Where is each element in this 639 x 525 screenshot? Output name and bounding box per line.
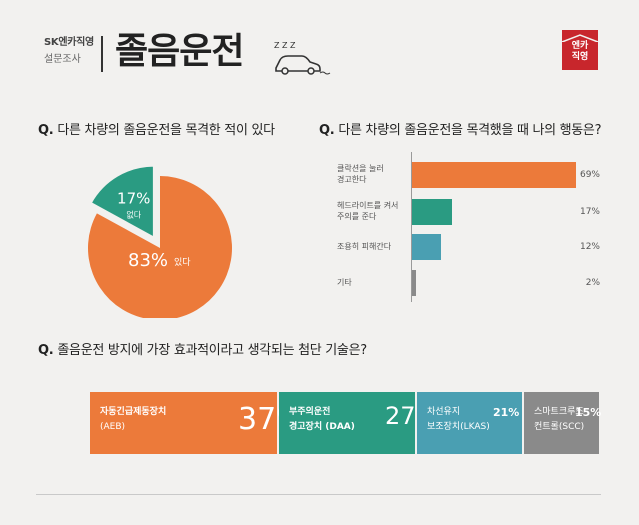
bar-value-label: 2% — [585, 278, 600, 288]
question-3: Q. 졸음운전 방지에 가장 효과적이라고 생각되는 첨단 기술은? — [38, 339, 367, 358]
bar-category-line: 클락션을 눌러 — [337, 164, 384, 173]
bar-category-line: 기타 — [337, 278, 352, 287]
page-title: 졸음운전 — [115, 31, 244, 72]
logo-line1: 엔카 — [571, 41, 589, 51]
pie-value-no: 17% — [117, 190, 150, 208]
bar-value-label: 17% — [579, 207, 600, 217]
bar-value-label: 12% — [579, 242, 600, 252]
zzz-text: Z Z Z — [274, 41, 296, 50]
question-3-prefix: Q. — [38, 343, 54, 358]
stacked-segment-label-line: 컨트롤(SCC) — [534, 422, 585, 432]
bar-category-line: 경고한다 — [337, 175, 367, 184]
pie-value-yes: 83% — [128, 250, 168, 271]
sleeping-car-icon: Z Z Z — [272, 38, 332, 82]
question-1-prefix: Q. — [38, 123, 54, 138]
pie-slice-no — [89, 164, 155, 240]
encar-logo: 엔카 직영 — [561, 30, 599, 70]
footer-divider — [36, 494, 601, 495]
stacked-segment: 부주의운전 경고장치 (DAA) 27% — [279, 392, 438, 454]
question-1: Q. 다른 차량의 졸음운전을 목격한 적이 있다 — [38, 119, 275, 138]
question-1-text: 다른 차량의 졸음운전을 목격한 적이 있다 — [57, 123, 275, 138]
bar-category-label: 조용히 피해간다 — [337, 241, 391, 252]
question-3-text: 졸음운전 방지에 가장 효과적이라고 생각되는 첨단 기술은? — [57, 343, 367, 358]
question-2: Q. 다른 차량의 졸음운전을 목격했을 때 나의 행동은? — [319, 119, 601, 138]
bar — [412, 199, 453, 225]
bar-category-line: 주의를 준다 — [337, 212, 377, 221]
brand-subtitle: 설문조사 — [44, 54, 81, 65]
bar-category-line: 헤드라이트를 켜서 — [337, 201, 399, 210]
stacked-segment-label-line: 자동긴급제동장치 — [100, 407, 167, 417]
pie-label-yes: 있다 — [174, 256, 191, 268]
pie-slice-yes — [88, 176, 232, 318]
logo-line2: 직영 — [571, 52, 589, 62]
stacked-segment-label-line: 부주의운전 — [289, 407, 331, 417]
question-2-text: 다른 차량의 졸음운전을 목격했을 때 나의 행동은? — [338, 123, 602, 138]
stacked-segment-label-line: 보조장치(LKAS) — [427, 422, 490, 432]
bar-category-line: 조용히 피해간다 — [337, 242, 392, 251]
bar-category-label: 기타 — [337, 277, 352, 288]
stacked-segment-label-line: 경고장치 (DAA) — [289, 422, 355, 432]
bar — [412, 162, 576, 188]
question-2-prefix: Q. — [319, 123, 335, 138]
stacked-segment-label: 자동긴급제동장치 (AEB) — [100, 405, 166, 435]
stacked-segment-label-line: (AEB) — [100, 422, 126, 432]
bar-value-label: 69% — [579, 170, 600, 180]
stacked-segment-label-line: 스마트크루즈 — [534, 407, 584, 417]
stacked-segment-value: 15% — [575, 406, 602, 419]
bar — [412, 234, 441, 260]
brand-name: SK엔카직영 — [44, 37, 94, 48]
pie-label-no: 없다 — [126, 211, 141, 220]
stacked-segment-value: 21% — [493, 406, 520, 419]
pie-chart: 83% 있다 17% 없다 — [88, 164, 232, 318]
bar-axis — [411, 152, 412, 302]
bar — [412, 270, 416, 296]
stacked-segment: 스마트크루즈 컨트롤(SCC) 15% — [524, 392, 602, 454]
stacked-segment-label-line: 차선유지 — [427, 407, 461, 417]
header-divider — [101, 36, 103, 72]
stacked-segment: 자동긴급제동장치 (AEB) 37% — [90, 392, 305, 454]
